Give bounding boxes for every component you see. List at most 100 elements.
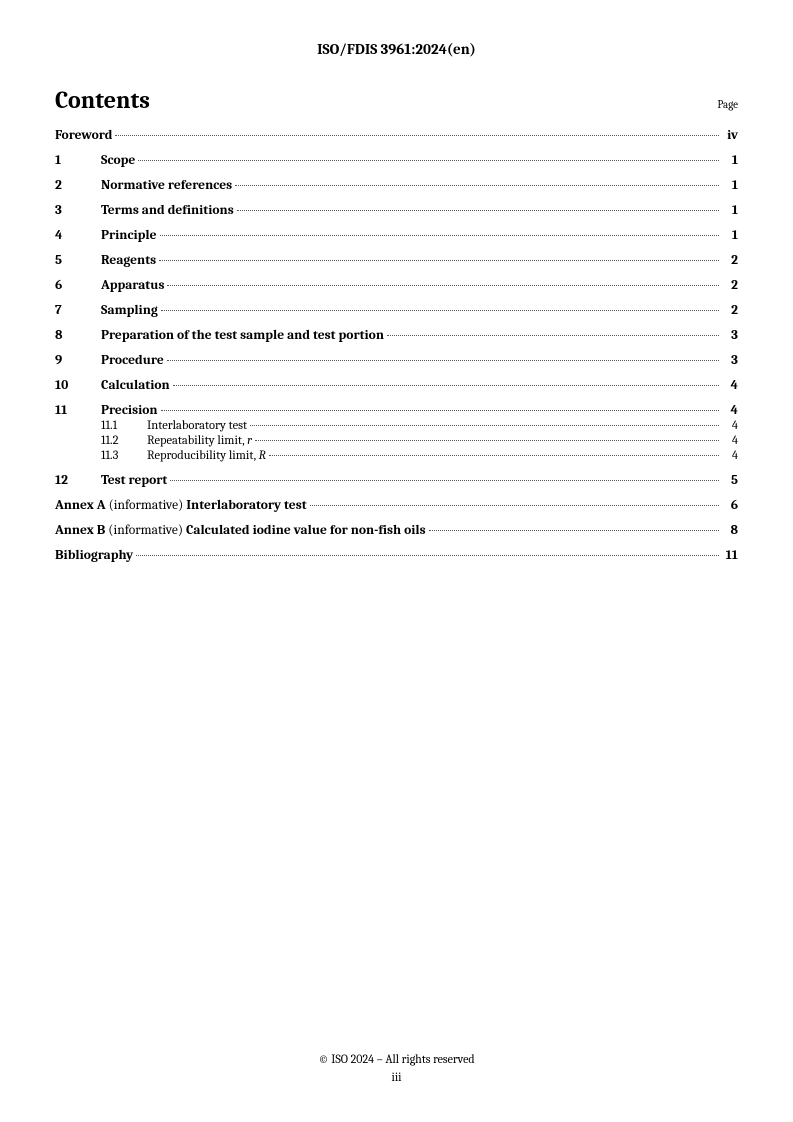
toc-entry-num: 9 <box>55 353 101 368</box>
toc-leader <box>429 530 719 531</box>
toc-annex-title: Annex A (informative) Interlaboratory te… <box>55 498 307 513</box>
annex-title: Calculated iodine value for non-fish oil… <box>186 523 426 538</box>
toc-subentry-title: Interlaboratory test <box>147 419 247 433</box>
toc-leader <box>170 480 719 481</box>
toc-entry-page: iv <box>722 128 738 143</box>
toc-subentry-title: Reproducibility limit, R <box>147 449 266 463</box>
toc-entry-num: 1 <box>55 153 101 168</box>
toc-bibliography: Bibliography 11 <box>55 548 738 563</box>
toc-entry-num: 8 <box>55 328 101 343</box>
toc-leader <box>387 335 719 336</box>
toc-entry-num: 6 <box>55 278 101 293</box>
toc-entry-page: 6 <box>722 498 738 513</box>
toc-entry-title: Precision <box>101 403 158 418</box>
toc-entry-page: 1 <box>722 153 738 168</box>
annex-prefix: Annex A <box>55 498 106 513</box>
toc-leader <box>235 185 719 186</box>
page-number: iii <box>0 1068 793 1086</box>
toc-leader <box>161 410 719 411</box>
toc-entry-page: 11 <box>722 548 738 563</box>
toc-leader <box>159 260 719 261</box>
toc-leader <box>310 505 719 506</box>
toc-leader <box>136 555 719 556</box>
toc-entry-num: 4 <box>55 228 101 243</box>
toc-leader <box>160 235 719 236</box>
toc-sub-italic: R <box>259 449 266 463</box>
toc-entry-title: Calculation <box>101 378 170 393</box>
toc-entry-title: Foreword <box>55 128 112 143</box>
toc-entry-num: 2 <box>55 178 101 193</box>
toc-subentry-title: Repeatability limit, r <box>147 434 252 448</box>
toc-entry-title: Principle <box>101 228 157 243</box>
toc-entry: 8 Preparation of the test sample and tes… <box>55 328 738 343</box>
toc-entry-title: Sampling <box>101 303 158 318</box>
toc-entry-page: 4 <box>722 378 738 393</box>
toc-entry: 3 Terms and definitions 1 <box>55 203 738 218</box>
toc-entry-num: 3 <box>55 203 101 218</box>
toc-entry: 4 Principle 1 <box>55 228 738 243</box>
toc-entry-page: 1 <box>722 228 738 243</box>
toc-leader <box>167 360 719 361</box>
toc-leader <box>161 310 719 311</box>
toc-entry-page: 5 <box>722 473 738 488</box>
toc-entry: 2 Normative references 1 <box>55 178 738 193</box>
toc-entry-num: 7 <box>55 303 101 318</box>
toc-entry-title: Terms and definitions <box>101 203 234 218</box>
toc-entry-page: 1 <box>722 178 738 193</box>
toc-annex-a: Annex A (informative) Interlaboratory te… <box>55 498 738 513</box>
annex-title: Interlaboratory test <box>186 498 306 513</box>
toc-leader <box>138 160 719 161</box>
toc-entry-num: 12 <box>55 473 101 488</box>
toc-subentry-page: 4 <box>722 434 738 448</box>
toc-entry-title: Bibliography <box>55 548 133 563</box>
toc-subentry-num: 11.2 <box>101 434 147 448</box>
page-label: Page <box>717 98 738 111</box>
toc-entry-title: Test report <box>101 473 167 488</box>
toc-sub-italic: r <box>247 434 252 448</box>
toc-entry-page: 1 <box>722 203 738 218</box>
toc-entry-page: 3 <box>722 353 738 368</box>
toc-entry: 1 Scope 1 <box>55 153 738 168</box>
toc-entry: 10 Calculation 4 <box>55 378 738 393</box>
toc-sub-text: Repeatability limit, <box>147 434 247 448</box>
contents-heading-row: Contents Page <box>55 86 738 114</box>
toc-entry-title: Scope <box>101 153 135 168</box>
table-of-contents: Foreword iv 1 Scope 1 2 Normative refere… <box>55 128 738 563</box>
annex-prefix: Annex B <box>55 523 105 538</box>
toc-entry-title: Preparation of the test sample and test … <box>101 328 384 343</box>
copyright-text: © ISO 2024 – All rights reserved <box>0 1050 793 1068</box>
page-footer: © ISO 2024 – All rights reserved iii <box>0 1050 793 1086</box>
toc-entry-title: Reagents <box>101 253 156 268</box>
toc-entry: 5 Reagents 2 <box>55 253 738 268</box>
toc-leader <box>237 210 719 211</box>
toc-leader <box>167 285 719 286</box>
toc-leader <box>269 455 719 456</box>
toc-entry-num: 5 <box>55 253 101 268</box>
toc-entry-page: 2 <box>722 253 738 268</box>
toc-entry: 11 Precision 4 <box>55 403 738 418</box>
toc-subentry: 11.3 Reproducibility limit, R 4 <box>55 449 738 463</box>
toc-entry-page: 4 <box>722 403 738 418</box>
toc-entry-page: 2 <box>722 303 738 318</box>
toc-leader <box>250 425 719 426</box>
toc-entry-page: 8 <box>722 523 738 538</box>
toc-leader <box>115 135 719 136</box>
doc-header: ISO/FDIS 3961:2024(en) <box>55 40 738 58</box>
toc-subentry: 11.2 Repeatability limit, r 4 <box>55 434 738 448</box>
toc-annex-b: Annex B (informative) Calculated iodine … <box>55 523 738 538</box>
annex-type: (informative) <box>105 523 186 538</box>
toc-entry-title: Apparatus <box>101 278 164 293</box>
toc-subentry-page: 4 <box>722 449 738 463</box>
toc-entry-title: Normative references <box>101 178 232 193</box>
toc-sub-text: Reproducibility limit, <box>147 449 259 463</box>
toc-entry-num: 11 <box>55 403 101 418</box>
toc-entry: 12 Test report 5 <box>55 473 738 488</box>
toc-entry-page: 3 <box>722 328 738 343</box>
toc-subentry-num: 11.1 <box>101 419 147 433</box>
toc-entry: 7 Sampling 2 <box>55 303 738 318</box>
toc-entry-page: 2 <box>722 278 738 293</box>
toc-foreword: Foreword iv <box>55 128 738 143</box>
toc-annex-title: Annex B (informative) Calculated iodine … <box>55 523 426 538</box>
toc-leader <box>255 440 719 441</box>
toc-entry-title: Procedure <box>101 353 164 368</box>
